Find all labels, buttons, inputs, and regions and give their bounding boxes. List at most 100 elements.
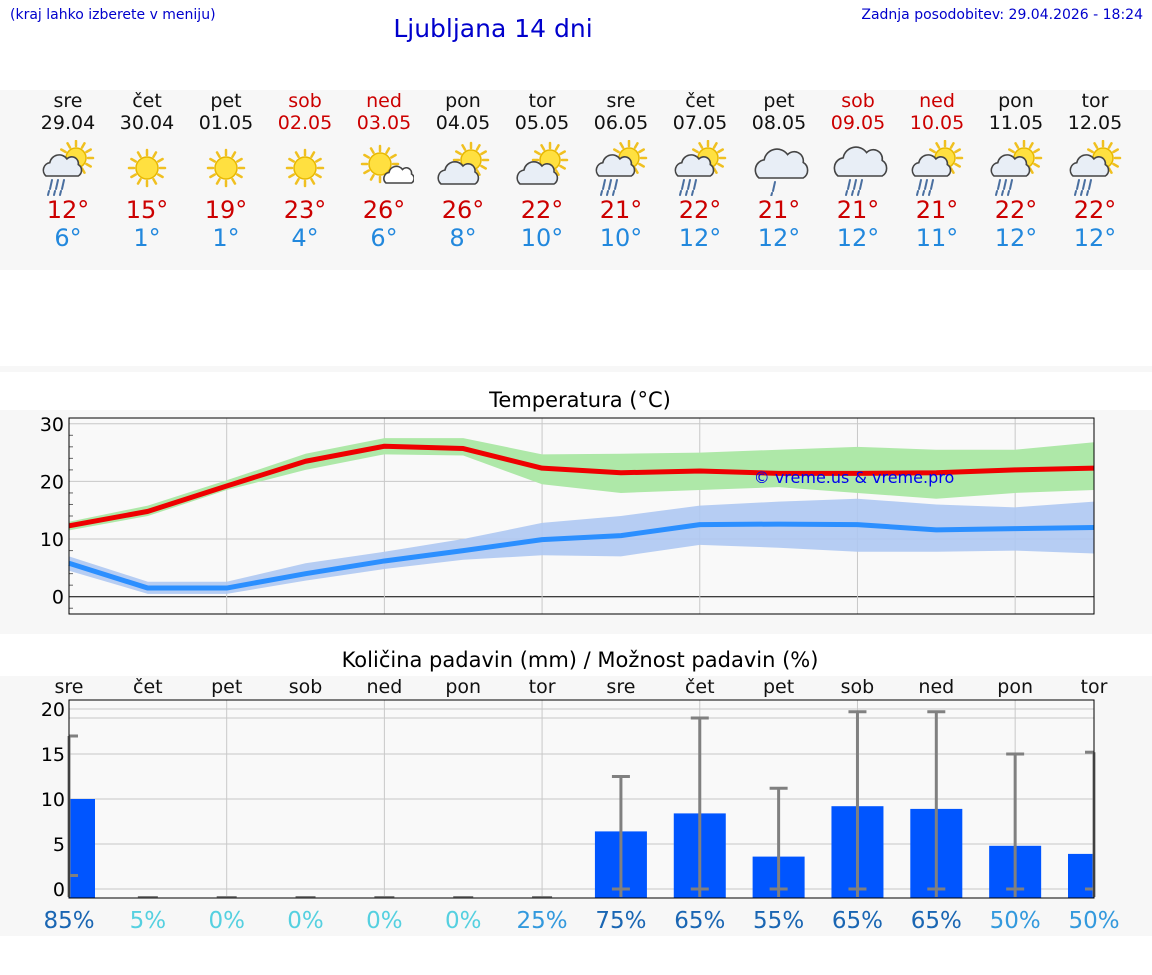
partly-sunny-rain-icon [990,140,1043,196]
max-temperature: 22° [1073,196,1117,224]
min-temperature: 12° [678,224,722,252]
x-tick-label: ned [918,676,954,698]
y-tick-label: 30 [40,414,64,436]
x-tick-label: sob [841,676,875,698]
precip-probability: 50% [990,908,1041,934]
precip-probability: 65% [911,908,962,934]
x-tick-label: pon [997,676,1033,698]
sun-icon [127,148,167,188]
min-temperature: 6° [370,224,398,252]
min-temperature: 1° [133,224,161,252]
precip-probability: 75% [595,908,646,934]
precip-probability: 65% [674,908,725,934]
day-column: pet 01.05 19° 1° [186,90,266,252]
day-date: 02.05 [277,112,333,134]
min-temperature: 12° [836,224,880,252]
last-update: Zadnja posodobitev: 29.04.2026 - 18:24 [861,7,1143,23]
x-tick-label: pet [211,676,242,698]
y-tick-label: 20 [41,699,65,721]
x-tick-label: čet [133,676,163,698]
day-of-week: tor [1081,90,1109,112]
plot-frame [68,417,1095,615]
max-temperature: 21° [599,196,643,224]
day-date: 07.05 [672,112,728,134]
x-tick-label: pet [763,676,794,698]
precip-probability: 50% [1068,908,1119,934]
max-temperature: 21° [757,196,801,224]
day-of-week: sob [841,90,875,112]
y-tick-label: 10 [41,789,65,811]
location-hint[interactable]: (kraj lahko izberete v meniju) [10,7,216,23]
y-tick-label: 0 [52,587,64,609]
day-date: 06.05 [593,112,649,134]
max-temperature: 19° [204,196,248,224]
max-temperature: 23° [283,196,327,224]
sun-icon [206,148,246,188]
min-temperature: 10° [520,224,564,252]
day-of-week: ned [919,90,955,112]
max-temperature: 15° [125,196,169,224]
day-date: 03.05 [356,112,412,134]
plot-frame [68,699,1095,899]
x-tick-label: pon [445,676,481,698]
day-of-week: sre [606,90,636,112]
x-tick-label: tor [529,676,556,698]
min-temp-line [68,521,1095,591]
band-spacer [0,366,1152,372]
max-temperature: 26° [441,196,485,224]
max-temperature: 22° [520,196,564,224]
day-column: tor 12.05 22° 12° [1055,90,1135,252]
day-column: ned 03.05 26° 6° [344,90,424,252]
min-temperature: 12° [757,224,801,252]
temperature-title: Temperatura (°C) [489,388,671,412]
max-temp-band [69,438,1094,531]
y-tick-label: 10 [40,529,64,551]
day-date: 11.05 [988,112,1044,134]
thunderstorm-icon [754,148,809,196]
day-column: čet 30.04 15° 1° [107,90,187,252]
x-tick-label: sre [606,676,635,698]
day-column: pet 08.05 21° 12° [739,90,819,252]
precip-probability: 25% [517,908,568,934]
precip-probability: 55% [753,908,804,934]
day-column: tor 05.05 22° 10° [502,90,582,252]
day-column: pon 11.05 22° 12° [976,90,1056,252]
day-of-week: pet [210,90,242,112]
precip-probability: 0% [208,908,245,934]
day-date: 09.05 [830,112,886,134]
precip-probability: 5% [130,908,167,934]
day-of-week: ned [366,90,402,112]
partly-sunny-rain-icon [595,140,648,196]
precip-bar [1068,853,1094,898]
max-temperature: 21° [836,196,880,224]
sun-icon [285,148,325,188]
precip-probability: 65% [832,908,883,934]
day-column: ned 10.05 21° 11° [897,90,977,252]
sun-small-cloud-icon [360,144,414,184]
min-temperature: 10° [599,224,643,252]
min-temperature: 12° [994,224,1038,252]
day-date: 10.05 [909,112,965,134]
day-column: sre 29.04 12° 6° [28,90,108,252]
precip-title: Količina padavin (mm) / Možnost padavin … [341,648,819,672]
x-tick-label: ned [366,676,402,698]
max-temperature: 22° [994,196,1038,224]
day-date: 05.05 [514,112,570,134]
page-title: Ljubljana 14 dni [393,14,593,43]
max-temp-line [68,443,1095,529]
precip-probability: 0% [366,908,403,934]
partly-sunny-icon [437,141,490,185]
precip-probability: 0% [287,908,324,934]
min-temperature: 11° [915,224,959,252]
day-of-week: tor [528,90,556,112]
y-tick-label: 5 [53,834,65,856]
partly-sunny-icon [516,141,569,185]
precip-probability: 0% [445,908,482,934]
partly-sunny-rain-icon [1069,140,1122,196]
x-tick-label: tor [1081,676,1108,698]
day-column: pon 04.05 26° 8° [423,90,503,252]
day-of-week: sre [53,90,83,112]
partly-sunny-rain-icon [674,140,727,196]
partly-sunny-rain-icon [42,140,95,196]
min-temperature: 6° [54,224,82,252]
